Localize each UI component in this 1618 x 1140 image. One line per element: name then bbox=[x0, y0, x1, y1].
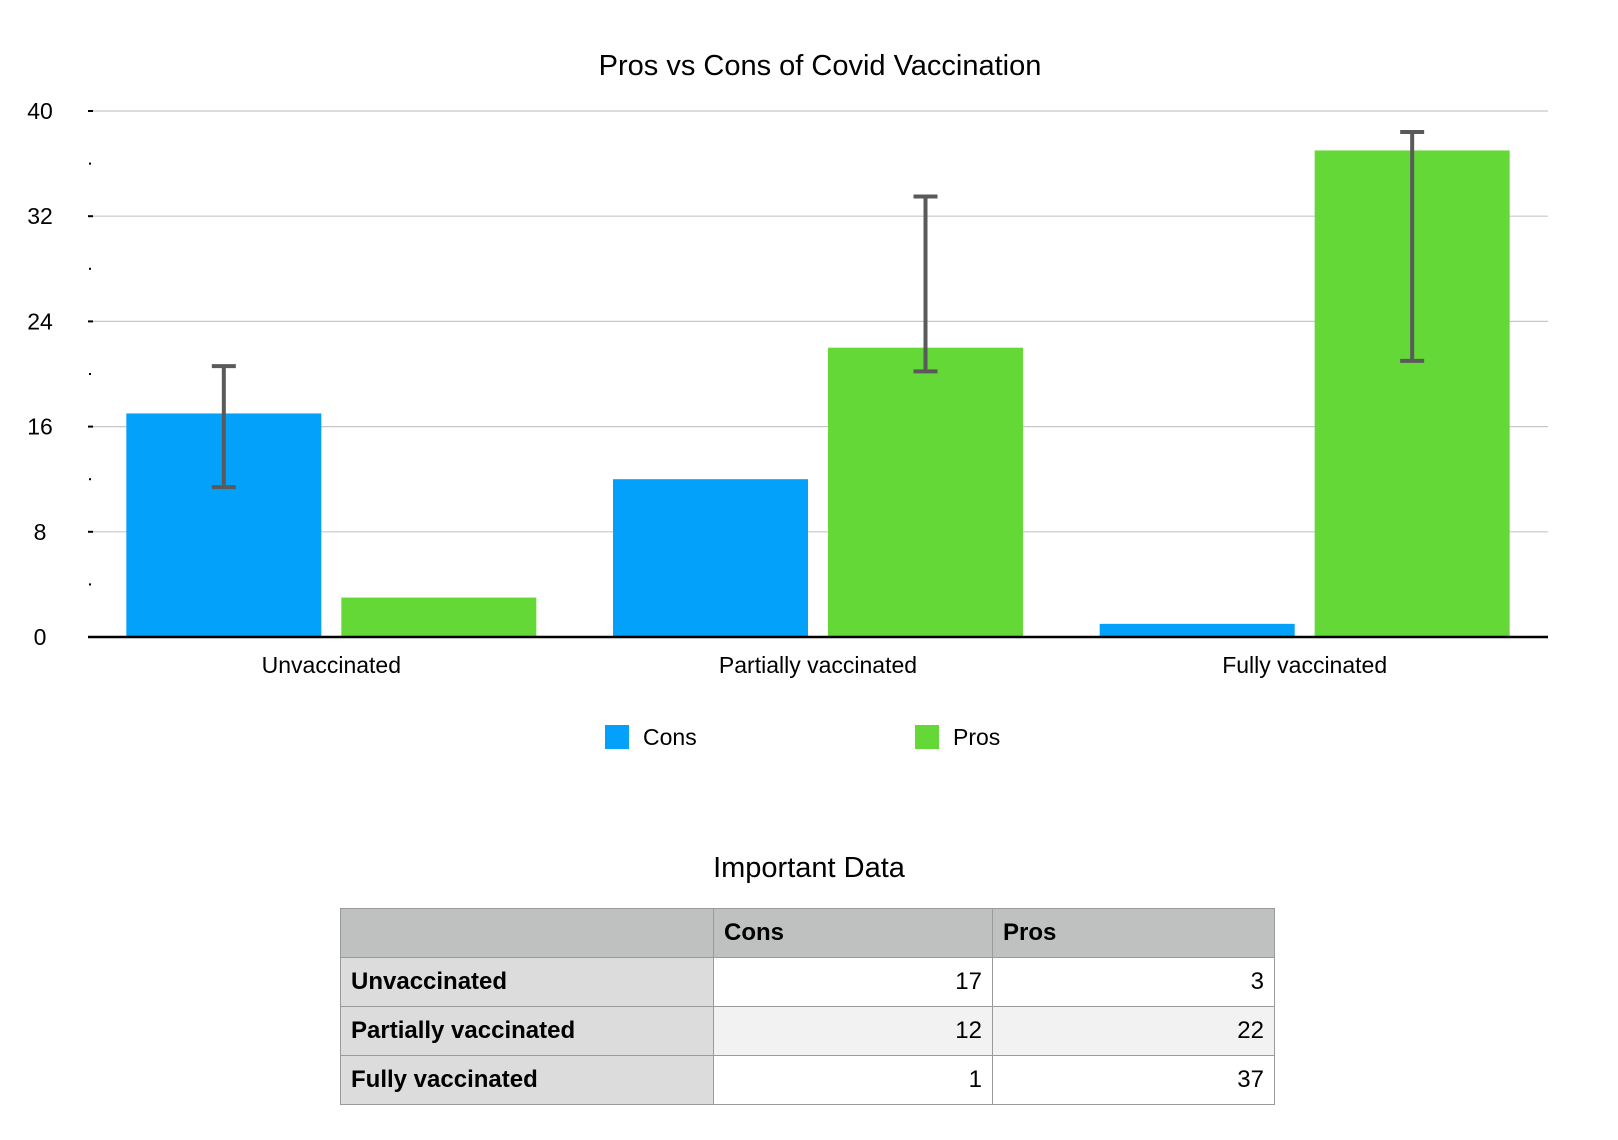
header-cell: Cons bbox=[713, 908, 993, 958]
legend-label: Pros bbox=[953, 724, 1000, 750]
row-label: Fully vaccinated bbox=[340, 1055, 714, 1105]
chart-title: Pros vs Cons of Covid Vaccination bbox=[599, 50, 1042, 82]
cell-value: 37 bbox=[992, 1055, 1275, 1105]
bars bbox=[126, 150, 1510, 637]
bar-chart: Pros vs Cons of Covid Vaccination 0 8 16 24… bbox=[27, 50, 1548, 750]
x-tick-label: Fully vaccinated bbox=[1222, 652, 1387, 678]
table-row: Partially vaccinated 12 22 bbox=[340, 1006, 1275, 1056]
y-tick-label: 24 bbox=[27, 308, 53, 334]
cell-value: 17 bbox=[713, 957, 993, 1007]
legend-swatch bbox=[915, 725, 939, 749]
y-tick-label: 16 bbox=[27, 414, 53, 440]
bar-cons bbox=[613, 479, 808, 637]
y-tick-label: 0 bbox=[34, 624, 47, 650]
row-label: Partially vaccinated bbox=[340, 1006, 714, 1056]
cell-value: 22 bbox=[992, 1006, 1275, 1056]
table-row: Unvaccinated 17 3 bbox=[340, 957, 1275, 1007]
cell-value: 1 bbox=[713, 1055, 993, 1105]
y-tick-label: 40 bbox=[27, 98, 53, 124]
bar-cons bbox=[1099, 623, 1295, 637]
table-header-row: Cons Pros bbox=[340, 908, 1275, 958]
legend-swatch bbox=[605, 725, 629, 749]
bar-pros bbox=[828, 347, 1023, 637]
header-cell: Pros bbox=[992, 908, 1275, 958]
x-axis: Unvaccinated Partially vaccinated Fully va… bbox=[262, 652, 1387, 678]
cell-value: 12 bbox=[713, 1006, 993, 1056]
header-cell bbox=[340, 908, 714, 958]
x-tick-label: Partially vaccinated bbox=[719, 652, 917, 678]
row-label: Unvaccinated bbox=[340, 957, 714, 1007]
legend: Cons Pros bbox=[605, 724, 1000, 750]
gridlines bbox=[88, 110, 1548, 533]
cell-value: 3 bbox=[992, 957, 1275, 1007]
y-axis: 0 8 16 24 32 40 bbox=[27, 98, 93, 650]
y-tick-label: 32 bbox=[27, 203, 53, 229]
error-bars bbox=[211, 130, 1425, 490]
y-tick-label: 8 bbox=[34, 519, 47, 545]
data-table: Cons Pros Unvaccinated 17 3 Partially va… bbox=[340, 908, 1275, 1105]
x-tick-label: Unvaccinated bbox=[262, 652, 401, 678]
bar-pros bbox=[341, 597, 537, 637]
table-row: Fully vaccinated 1 37 bbox=[340, 1055, 1275, 1105]
table-title: Important Data bbox=[713, 852, 905, 884]
legend-label: Cons bbox=[643, 724, 697, 750]
